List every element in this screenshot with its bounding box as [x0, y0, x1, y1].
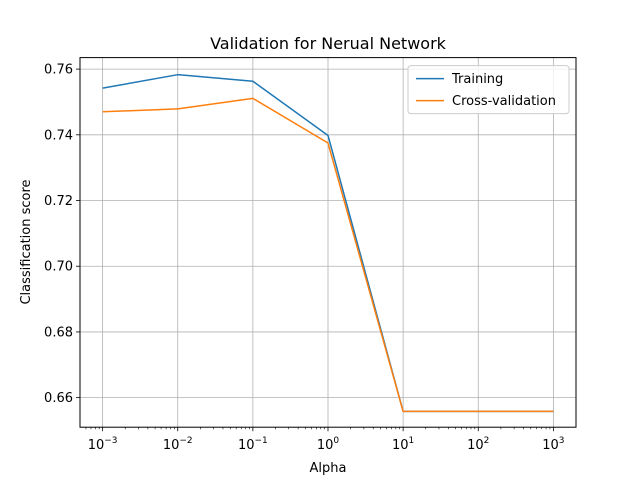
y-tick-label: 0.68	[44, 325, 73, 340]
y-axis-label: Classification score	[19, 179, 34, 304]
x-tick-label: 102	[467, 436, 489, 453]
legend-box	[407, 65, 570, 115]
legend-label: Cross-validation	[452, 94, 556, 109]
x-tick-label: 100	[317, 436, 340, 453]
y-tick-label: 0.70	[44, 260, 73, 275]
x-ticks: 10−3 10−2 10−1 100 101 102 103	[85, 427, 565, 453]
y-ticks: 0.66 0.68 0.70 0.72 0.74 0.76	[44, 63, 80, 406]
legend: Training Cross-validation	[407, 65, 570, 115]
x-axis-label: Alpha	[310, 461, 347, 476]
y-tick-label: 0.66	[44, 391, 73, 406]
series-line-1	[102, 97, 554, 413]
x-tick-label: 10−2	[163, 436, 193, 453]
x-tick-label: 10−1	[238, 436, 268, 453]
grid	[80, 57, 576, 428]
y-tick-label: 0.72	[44, 194, 73, 209]
y-tick-label: 0.74	[44, 128, 73, 143]
x-tick-label: 10−3	[88, 436, 118, 453]
series-lines	[102, 73, 554, 413]
x-tick-label: 101	[392, 436, 414, 453]
y-tick-label: 0.76	[44, 63, 73, 78]
chart-title: Validation for Nerual Network	[210, 34, 447, 53]
legend-label: Training	[451, 72, 503, 87]
x-tick-label: 103	[542, 436, 564, 453]
